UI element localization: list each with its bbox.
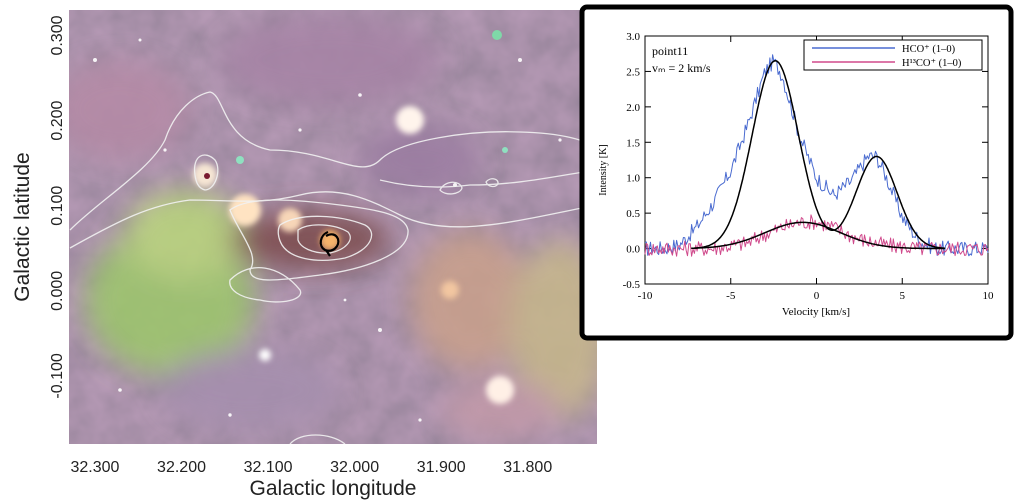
spectrum-ticks <box>644 35 989 285</box>
spec-x-tick-3: 5 <box>900 290 906 302</box>
spec-y-tick-3: 1.0 <box>626 173 640 185</box>
map-y-tick-1: 0.200 <box>49 101 66 141</box>
map-y-axis-label: Galactic latitude <box>11 152 34 301</box>
spec-x-tick-1: -5 <box>726 290 736 302</box>
map-x-tick-5: 31.800 <box>503 459 552 476</box>
spec-y-tick-4: 1.5 <box>626 137 640 149</box>
contour-lines <box>69 91 597 444</box>
map-axes: 32.300 32.200 32.100 32.000 31.900 31.800 0.3… <box>11 15 552 500</box>
series-line-0 <box>644 54 989 257</box>
spec-y-tick-6: 2.5 <box>626 66 640 78</box>
spec-x-tick-0: -10 <box>638 290 653 302</box>
legend-label-hco: HCO⁺ (1–0) <box>902 44 956 55</box>
legend-label-h13co: H¹³CO⁺ (1–0) <box>902 58 962 69</box>
spectrum-y-tick-labels: -0.5 0.0 0.5 1.0 1.5 2.0 2.5 3.0 <box>623 31 641 291</box>
spectrum-inset: -10 -5 0 5 10 -0.5 0.0 0.5 1.0 1.5 2.0 2.5 3.0 Velo… <box>579 4 1014 341</box>
infrared-image-map <box>69 10 597 444</box>
map-y-tick-3: 0.000 <box>49 271 66 311</box>
map-x-tick-2: 32.100 <box>244 459 293 476</box>
map-y-tick-2: 0.100 <box>49 186 66 226</box>
spec-y-tick-7: 3.0 <box>626 31 640 43</box>
spectrum-x-tick-labels: -10 -5 0 5 10 <box>638 290 994 302</box>
spectrum-y-axis-label: Intensity [K] <box>598 144 609 195</box>
map-x-tick-3: 32.000 <box>330 459 379 476</box>
legend: HCO⁺ (1–0) H¹³CO⁺ (1–0) <box>803 39 983 71</box>
map-y-tick-0: 0.300 <box>49 15 66 55</box>
spec-x-tick-2: 0 <box>814 290 820 302</box>
spec-y-tick-1: 0.0 <box>626 244 640 256</box>
spec-y-tick-2: 0.5 <box>626 208 640 220</box>
spectrum-x-axis-label: Velocity [km/s] <box>782 306 850 318</box>
map-x-tick-1: 32.200 <box>157 459 206 476</box>
map-x-axis-label: Galactic longitude <box>250 477 417 500</box>
map-y-tick-4: -0.100 <box>49 353 66 398</box>
spectrum-series <box>644 54 989 257</box>
map-x-tick-labels: 32.300 32.200 32.100 32.000 31.900 31.800 <box>70 459 552 476</box>
source-marker <box>319 230 340 257</box>
annotation-point11: point11 <box>652 44 688 58</box>
fit-line-hco <box>691 60 946 250</box>
fit-line-h13co <box>691 221 946 250</box>
legend-box <box>803 39 983 71</box>
map-x-tick-4: 31.900 <box>417 459 466 476</box>
annotation-velocity: vₘ = 2 km/s <box>652 61 711 75</box>
spec-x-tick-4: 10 <box>983 290 995 302</box>
map-x-tick-0: 32.300 <box>70 459 119 476</box>
spec-y-tick-5: 2.0 <box>626 102 640 114</box>
spec-y-tick-0: -0.5 <box>623 279 641 291</box>
map-y-tick-labels: 0.300 0.200 0.100 0.000 -0.100 <box>49 15 66 398</box>
